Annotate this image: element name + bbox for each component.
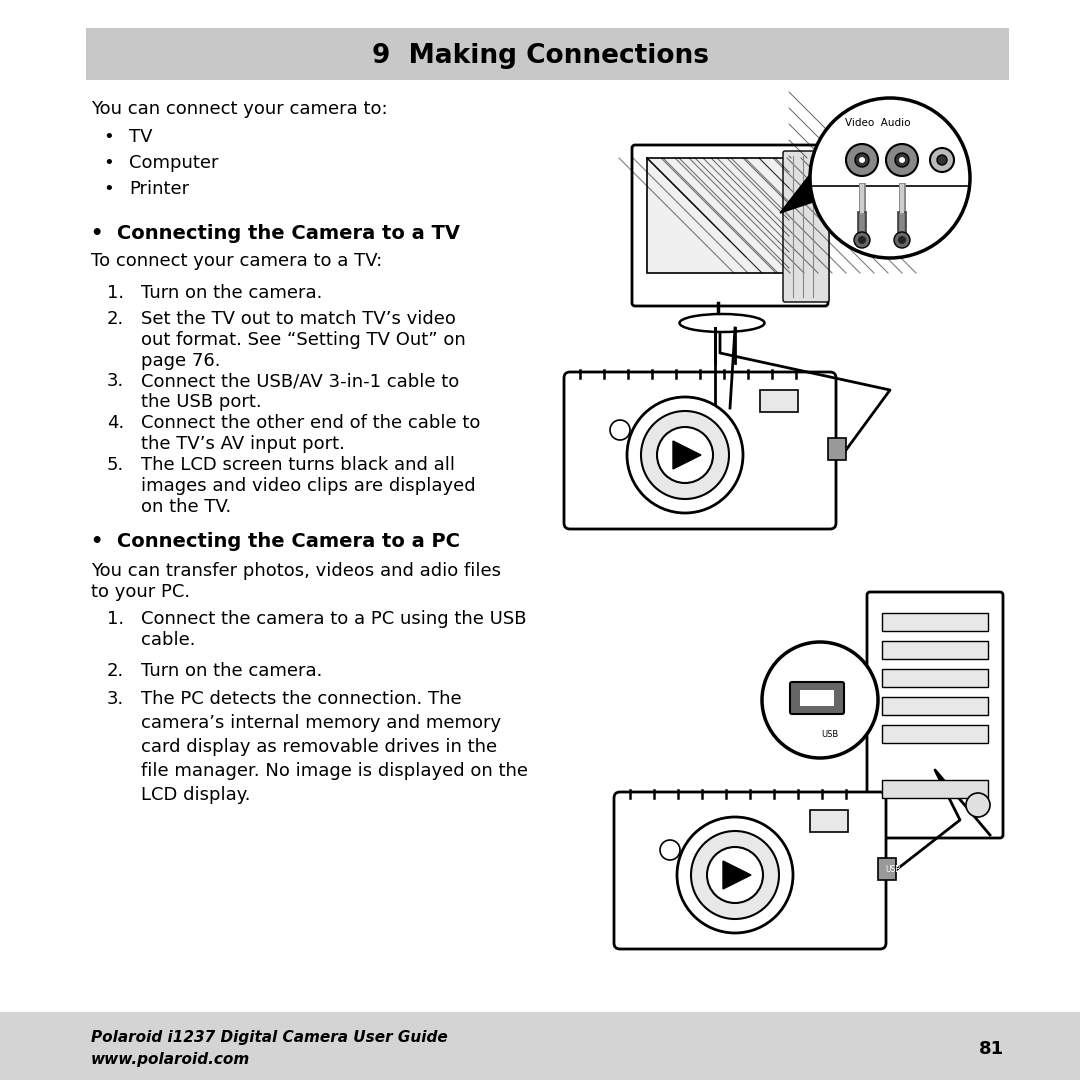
Bar [882,669,988,687]
Text: Connect the other end of the cable to
the TV’s AV input port.: Connect the other end of the cable to th… [141,414,481,453]
Text: Printer: Printer [129,180,189,198]
Circle shape [859,157,865,163]
Text: •: • [103,129,113,146]
Circle shape [642,411,729,499]
Text: 3.: 3. [107,690,124,708]
Text: Polaroid i1237 Digital Camera User Guide: Polaroid i1237 Digital Camera User Guide [91,1030,448,1045]
Text: 3.: 3. [107,372,124,390]
Text: •  Connecting the Camera to a TV: • Connecting the Camera to a TV [91,224,460,243]
Text: 2.: 2. [107,662,124,680]
Circle shape [894,232,910,248]
Bar [882,725,988,743]
Text: 1.: 1. [107,284,124,302]
Text: To connect your camera to a TV:: To connect your camera to a TV: [91,252,382,270]
Text: •  Connecting the Camera to a PC: • Connecting the Camera to a PC [91,532,460,551]
Circle shape [895,153,909,167]
Circle shape [810,98,970,258]
Circle shape [657,427,713,483]
Text: 81: 81 [978,1040,1004,1058]
Circle shape [660,840,680,860]
Circle shape [627,397,743,513]
Text: Video  Audio: Video Audio [846,118,910,129]
Polygon shape [723,861,751,889]
Text: USB: USB [885,865,901,875]
Text: USB: USB [822,730,839,739]
Circle shape [937,156,947,165]
Text: 9  Making Connections: 9 Making Connections [372,43,708,69]
Text: 2.: 2. [107,310,124,328]
Text: Turn on the camera.: Turn on the camera. [141,284,322,302]
Text: •: • [103,180,113,198]
Text: 4.: 4. [107,414,124,432]
Bar [810,810,848,832]
Text: The PC detects the connection. The: The PC detects the connection. The [141,690,461,708]
Bar [828,438,846,460]
Text: You can transfer photos, videos and adio files
to your PC.: You can transfer photos, videos and adio… [91,562,501,600]
Circle shape [813,102,967,255]
Text: Set the TV out to match TV’s video
out format. See “Setting TV Out” on
page 76.: Set the TV out to match TV’s video out f… [141,310,465,369]
Text: 5.: 5. [107,456,124,474]
Circle shape [846,144,878,176]
Text: Turn on the camera.: Turn on the camera. [141,662,322,680]
Bar [647,158,789,273]
Bar [882,780,988,798]
Circle shape [762,642,878,758]
Polygon shape [673,441,701,469]
Ellipse shape [679,314,765,332]
Bar [800,690,834,706]
Text: card display as removable drives in the: card display as removable drives in the [141,738,497,756]
FancyBboxPatch shape [632,145,828,306]
Circle shape [897,237,906,244]
Circle shape [899,157,905,163]
Bar [882,697,988,715]
Bar [882,613,988,631]
Circle shape [855,153,869,167]
FancyBboxPatch shape [867,592,1003,838]
Polygon shape [780,168,825,213]
Circle shape [677,816,793,933]
Circle shape [854,232,870,248]
Bar [882,642,988,659]
Circle shape [858,237,866,244]
Text: You can connect your camera to:: You can connect your camera to: [91,100,388,118]
Circle shape [707,847,762,903]
Text: www.polaroid.com: www.polaroid.com [91,1052,251,1067]
Text: •: • [103,154,113,172]
Text: Computer: Computer [129,154,218,172]
Circle shape [966,793,990,816]
Bar [0,1012,1080,1080]
Text: camera’s internal memory and memory: camera’s internal memory and memory [141,714,501,732]
FancyBboxPatch shape [783,151,829,302]
FancyBboxPatch shape [789,681,843,714]
Text: LCD display.: LCD display. [141,786,251,804]
FancyBboxPatch shape [615,792,886,949]
Text: file manager. No image is displayed on the: file manager. No image is displayed on t… [141,762,528,780]
Text: TV: TV [129,129,152,146]
Bar [878,858,896,880]
Circle shape [886,144,918,176]
Bar [760,390,798,411]
Text: 1.: 1. [107,610,124,627]
Text: Connect the camera to a PC using the USB
cable.: Connect the camera to a PC using the USB… [141,610,527,649]
Text: Connect the USB/AV 3-in-1 cable to
the USB port.: Connect the USB/AV 3-in-1 cable to the U… [141,372,459,410]
FancyBboxPatch shape [564,372,836,529]
Circle shape [691,831,779,919]
Text: The LCD screen turns black and all
images and video clips are displayed
on the T: The LCD screen turns black and all image… [141,456,475,515]
Circle shape [610,420,630,440]
Bar [86,28,1009,80]
Circle shape [930,148,954,172]
